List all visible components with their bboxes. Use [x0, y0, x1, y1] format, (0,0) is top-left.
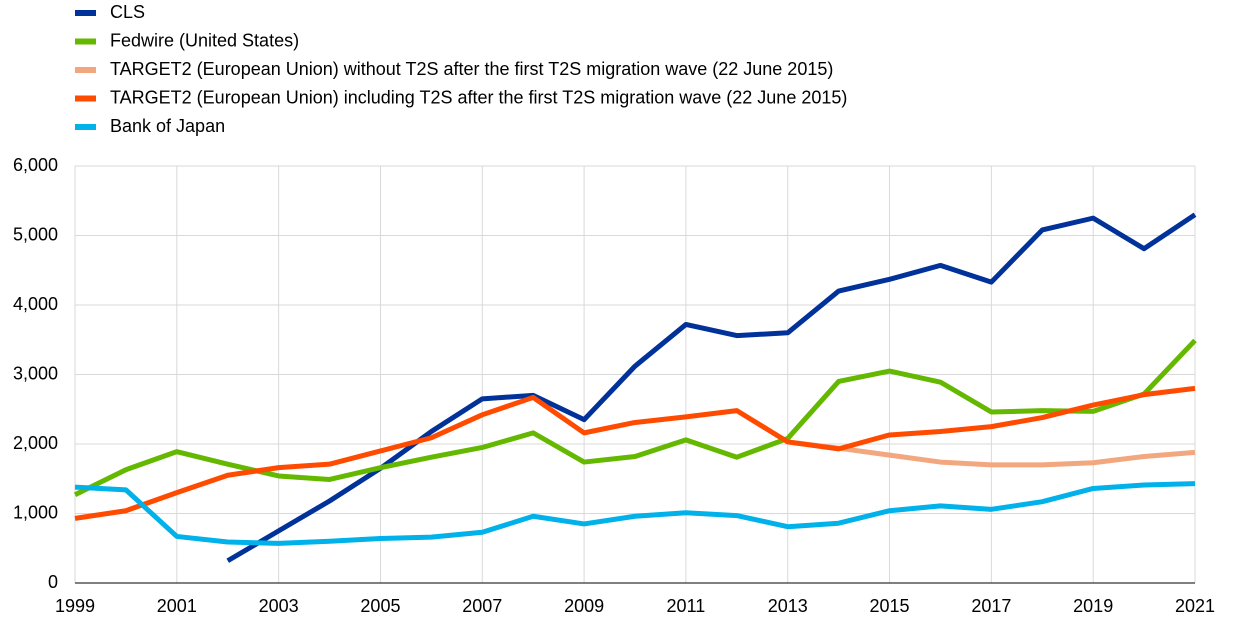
- x-tick-label: 2009: [564, 596, 604, 616]
- legend-label: TARGET2 (European Union) without T2S aft…: [110, 59, 833, 79]
- x-tick-label: 2011: [667, 596, 706, 616]
- y-tick-label: 0: [48, 572, 58, 592]
- x-tick-label: 2019: [1073, 596, 1113, 616]
- y-tick-label: 5,000: [13, 224, 58, 244]
- x-tick-label: 2005: [360, 596, 400, 616]
- y-tick-label: 1,000: [13, 502, 58, 522]
- x-tick-label: 2013: [768, 596, 808, 616]
- series-line: [787, 439, 1196, 468]
- legend-label: CLS: [110, 2, 145, 22]
- x-tick-label: 2017: [971, 596, 1011, 616]
- x-tick-label: 2021: [1175, 596, 1215, 616]
- y-tick-label: 3,000: [13, 363, 58, 383]
- legend-label: TARGET2 (European Union) including T2S a…: [110, 87, 847, 107]
- x-tick-label: 2003: [259, 596, 299, 616]
- x-tick-label: 2001: [157, 596, 197, 616]
- legend-label: Fedwire (United States): [110, 30, 299, 50]
- x-tick-label: 2015: [870, 596, 910, 616]
- legend-label: Bank of Japan: [110, 116, 225, 136]
- series-line: [74, 481, 1196, 546]
- y-tick-label: 2,000: [13, 433, 58, 453]
- x-tick-label: 2007: [462, 596, 502, 616]
- y-tick-label: 6,000: [13, 155, 58, 175]
- y-tick-label: 4,000: [13, 294, 58, 314]
- series-line: [74, 385, 1196, 521]
- x-tick-label: 1999: [55, 596, 95, 616]
- series-line: [226, 212, 1197, 563]
